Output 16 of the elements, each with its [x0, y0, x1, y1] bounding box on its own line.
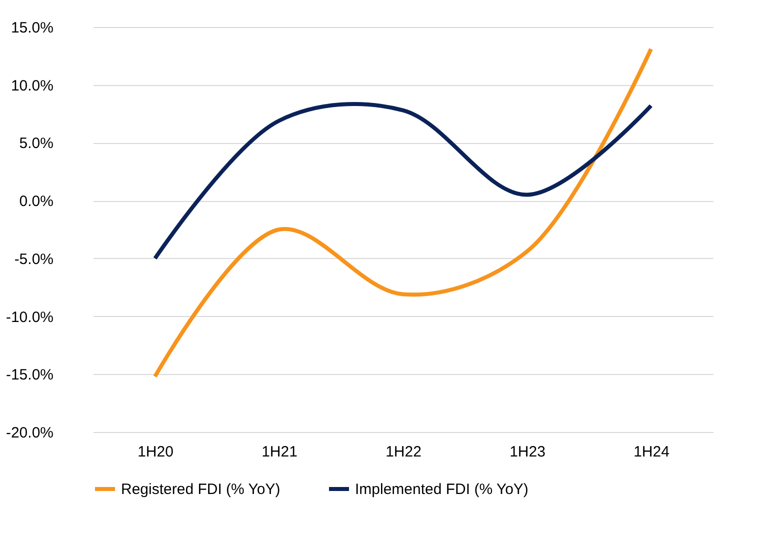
x-tick-label: 1H20 [138, 444, 174, 460]
y-tick-label: -5.0% [14, 250, 54, 268]
y-tick-label: 0.0% [19, 193, 54, 210]
x-tick-label: 1H24 [634, 444, 670, 460]
y-tick-label: 15.0% [10, 20, 54, 36]
y-tick-label: -20.0% [6, 424, 54, 442]
y-tick-label: -10.0% [6, 308, 54, 326]
x-tick-label: 1H21 [262, 444, 298, 460]
y-tick-label: 5.0% [19, 135, 54, 152]
x-tick-label: 1H22 [386, 444, 422, 460]
legend-label: Implemented FDI (% YoY) [355, 481, 528, 498]
y-tick-label: 10.0% [10, 77, 54, 94]
x-tick-label: 1H23 [510, 444, 546, 460]
legend-label: Registered FDI (% YoY) [121, 481, 280, 498]
line-series [153, 46, 653, 378]
y-tick-label: -15.0% [6, 366, 54, 384]
